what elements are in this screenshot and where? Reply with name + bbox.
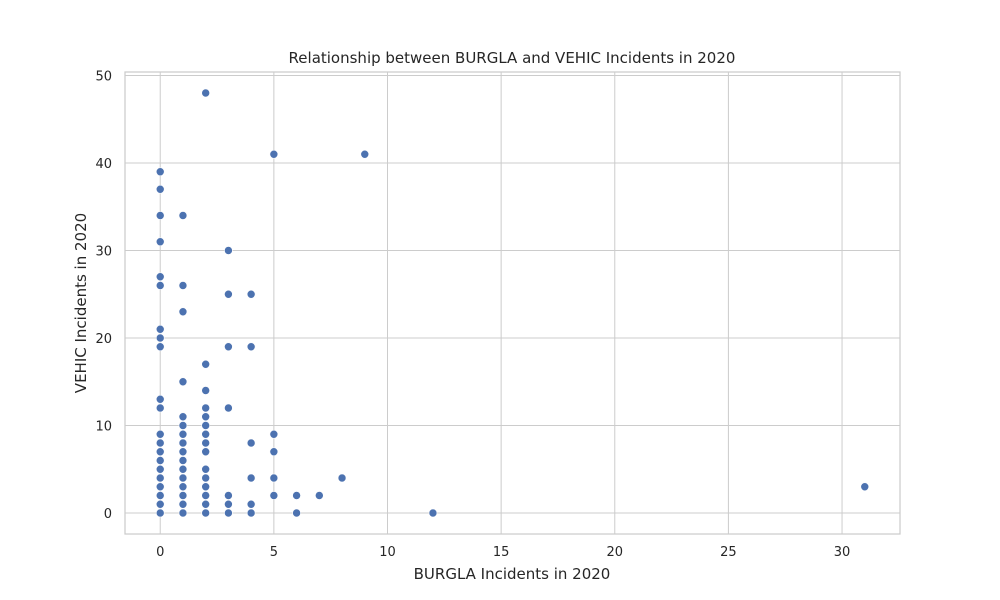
scatter-point <box>224 289 233 299</box>
scatter-point <box>178 464 188 474</box>
scatter-point <box>201 386 210 395</box>
scatter-point <box>201 412 210 422</box>
scatter-point <box>224 342 233 352</box>
scatter-point <box>155 456 165 465</box>
y-tick-label: 0 <box>104 507 112 522</box>
scatter-point <box>246 508 256 518</box>
scatter-point <box>224 508 233 518</box>
scatter-point <box>178 412 188 422</box>
scatter-point <box>201 429 210 439</box>
scatter-point <box>224 499 233 509</box>
scatter-point <box>201 447 210 457</box>
scatter-point <box>155 237 165 247</box>
y-tick-label: 20 <box>95 332 112 347</box>
scatter-point <box>178 211 188 220</box>
scatter-point <box>178 429 188 439</box>
scatter-point <box>155 508 165 518</box>
scatter-point <box>269 447 279 457</box>
scatter-point <box>155 167 165 177</box>
x-tick-labels: 0 5 10 15 20 25 30 <box>156 545 850 560</box>
scatter-point <box>269 491 279 500</box>
scatter-point <box>337 473 347 483</box>
scatter-point <box>201 499 210 509</box>
y-tick-labels: 0 10 20 30 40 50 <box>95 70 112 523</box>
scatter-point <box>178 438 188 448</box>
scatter-point <box>178 281 188 290</box>
scatter-point <box>201 464 210 474</box>
scatter-point <box>360 149 370 159</box>
chart-title: Relationship between BURGLA and VEHIC In… <box>289 49 736 67</box>
scatter-point <box>201 438 210 448</box>
scatter-point <box>224 491 233 500</box>
scatter-point <box>155 342 165 352</box>
scatter-point <box>155 429 165 439</box>
x-tick-label: 0 <box>156 545 164 560</box>
scatter-point <box>201 421 210 430</box>
scatter-point <box>155 211 165 220</box>
scatter-point <box>178 508 188 518</box>
scatter-point <box>155 447 165 457</box>
scatter-point <box>269 429 279 439</box>
scatter-point <box>315 491 324 500</box>
x-tick-label: 20 <box>606 545 623 560</box>
scatter-point <box>178 473 188 483</box>
scatter-points <box>155 88 870 518</box>
scatter-point <box>155 438 165 448</box>
scatter-point <box>155 394 165 404</box>
x-tick-label: 5 <box>270 545 278 560</box>
scatter-point <box>178 421 188 430</box>
scatter-point <box>178 491 188 500</box>
scatter-point <box>178 307 188 317</box>
scatter-point <box>269 473 279 483</box>
scatter-point <box>292 508 301 518</box>
scatter-point <box>155 333 165 343</box>
scatter-point <box>246 289 256 299</box>
scatter-point <box>201 508 210 518</box>
scatter-point <box>201 403 210 413</box>
y-tick-label: 10 <box>95 420 112 435</box>
scatter-point <box>224 403 233 413</box>
scatter-point <box>246 473 256 483</box>
x-tick-label: 30 <box>834 545 851 560</box>
scatter-point <box>178 482 188 492</box>
y-axis-label: VEHIC Incidents in 2020 <box>72 213 90 393</box>
scatter-point <box>155 473 165 483</box>
scatter-point <box>155 184 165 194</box>
scatter-point <box>292 491 301 500</box>
y-tick-label: 50 <box>95 70 112 85</box>
scatter-point <box>428 508 438 518</box>
grid-lines <box>125 72 900 534</box>
scatter-point <box>201 88 210 98</box>
scatter-point <box>155 499 165 509</box>
scatter-point <box>155 324 165 334</box>
scatter-point <box>224 246 233 255</box>
y-tick-label: 40 <box>95 157 112 172</box>
scatter-point <box>178 456 188 465</box>
x-tick-label: 25 <box>720 545 737 560</box>
scatter-point <box>155 403 165 413</box>
scatter-point <box>178 377 188 387</box>
scatter-point <box>246 342 256 352</box>
scatter-point <box>155 281 165 290</box>
scatter-point <box>201 473 210 483</box>
plot-frame <box>124 71 901 535</box>
scatter-point <box>201 359 210 369</box>
scatter-point <box>155 464 165 474</box>
scatter-point <box>155 482 165 492</box>
y-tick-label: 30 <box>95 245 112 260</box>
scatter-point <box>269 149 279 159</box>
scatter-point <box>246 499 256 509</box>
scatter-point <box>178 499 188 509</box>
x-axis-label: BURGLA Incidents in 2020 <box>414 565 611 583</box>
scatter-point <box>201 491 210 500</box>
scatter-point <box>201 482 210 492</box>
x-tick-label: 10 <box>379 545 396 560</box>
scatter-point <box>860 482 870 492</box>
scatter-point <box>155 491 165 500</box>
scatter-point <box>178 447 188 457</box>
x-tick-label: 15 <box>493 545 510 560</box>
scatter-point <box>155 272 165 282</box>
scatter-point <box>246 438 256 448</box>
